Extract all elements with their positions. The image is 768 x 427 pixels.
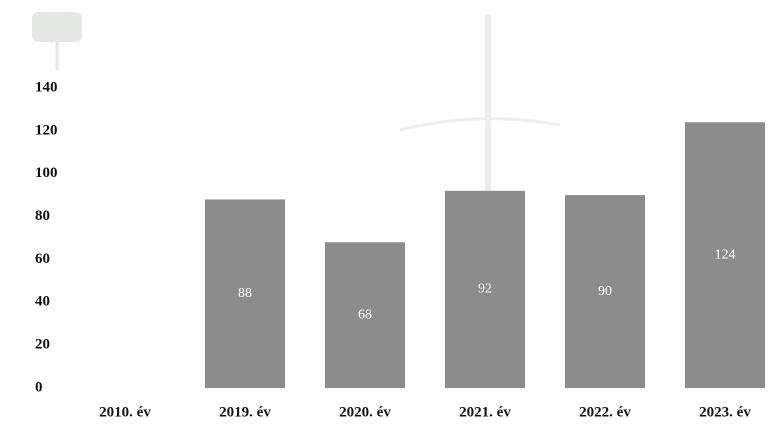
- bar: [685, 122, 765, 389]
- value-label: 68: [358, 307, 372, 322]
- x-tick-label: 2021. év: [459, 404, 511, 420]
- x-tick-label: 2020. év: [339, 404, 391, 420]
- x-tick-label: 2019. év: [219, 404, 271, 420]
- value-label: 92: [478, 282, 492, 297]
- value-label: 90: [598, 284, 612, 299]
- y-tick-label: 80: [35, 208, 50, 224]
- bar: [325, 242, 405, 388]
- bar: [445, 190, 525, 388]
- y-tick-label: 20: [35, 337, 50, 353]
- y-tick-label: 140: [35, 79, 58, 95]
- y-tick-label: 60: [35, 251, 50, 267]
- y-tick-label: 40: [35, 294, 50, 310]
- value-label: 124: [715, 247, 736, 262]
- x-tick-label: 2022. év: [579, 404, 631, 420]
- logo-shape: [32, 12, 82, 42]
- value-label: 88: [238, 286, 252, 301]
- x-tick-label: 2010. év: [99, 404, 151, 420]
- decor-curve: [399, 117, 561, 132]
- bar: [205, 199, 285, 388]
- y-tick-label: 120: [35, 122, 58, 138]
- x-tick-label: 2023. év: [699, 404, 751, 420]
- y-tick-label: 100: [35, 165, 58, 181]
- bar: [565, 195, 645, 388]
- y-tick-label: 0: [35, 379, 43, 395]
